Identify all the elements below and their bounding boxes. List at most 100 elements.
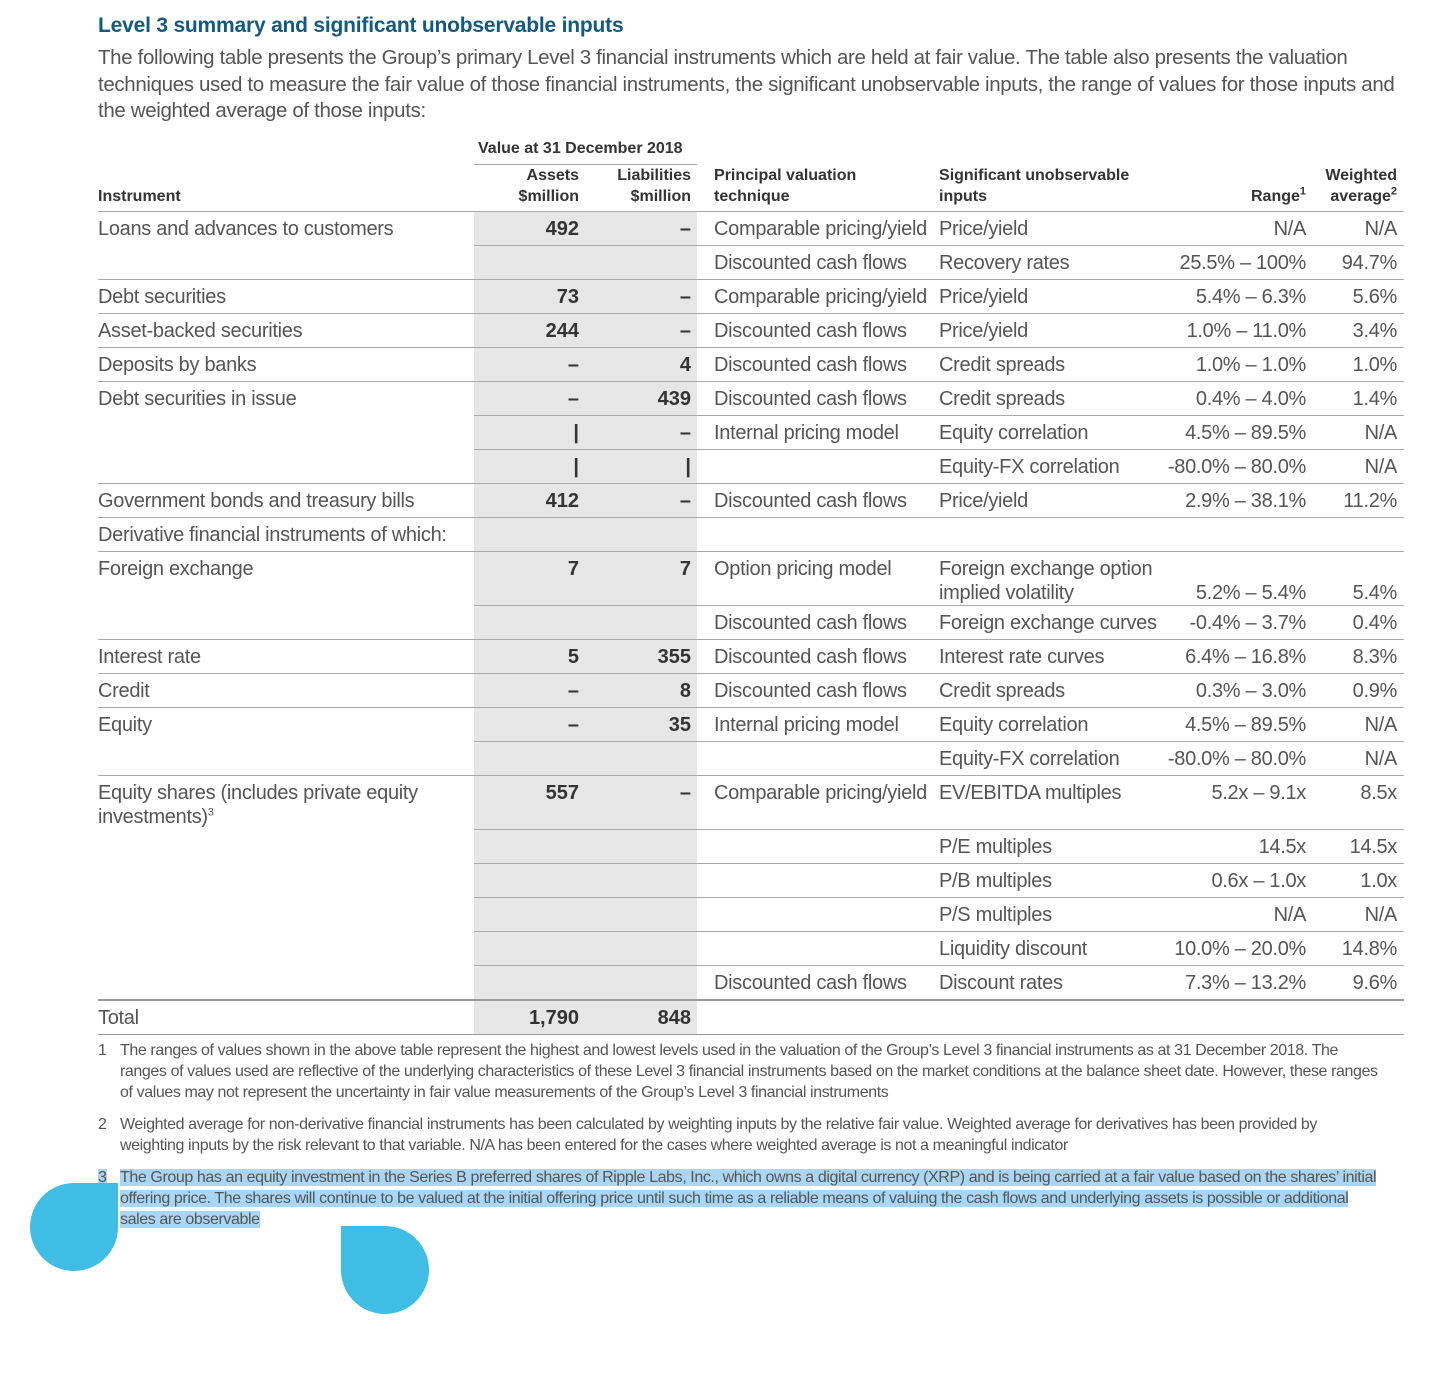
table-cell xyxy=(98,864,474,898)
cell-text: 0.4% – 4.0% xyxy=(1195,388,1307,410)
table-cell: 11.2% xyxy=(1312,483,1405,518)
cell-line: technique xyxy=(714,188,790,205)
table-cell xyxy=(585,517,698,552)
table-cell: 492 xyxy=(474,211,585,246)
table-row: Deposits by banks – 4 Discounted cash flows… xyxy=(98,347,1405,382)
table-cell: 6.4% – 16.8% xyxy=(1160,639,1313,674)
table-cell: Foreign exchange xyxy=(98,551,474,606)
group-header-text: Value at 31 December 2018 xyxy=(478,140,683,157)
table-cell: 5.2% – 5.4% xyxy=(1160,551,1313,606)
footnote-number: 3 xyxy=(98,1167,120,1230)
table-row: P/S multiples N/A N/A xyxy=(98,897,1405,932)
table-cell: 4.5% – 89.5% xyxy=(1160,415,1313,450)
intro-text: The following table presents the Group’s… xyxy=(98,46,1395,122)
table-cell xyxy=(474,863,585,898)
cell-text: 1.0% – 1.0% xyxy=(1195,354,1307,376)
total-cell xyxy=(697,999,933,1035)
cell-text: 4.5% – 89.5% xyxy=(1185,714,1307,736)
table-row: Derivative financial instruments of whic… xyxy=(98,517,1405,552)
cell-text: 1.0% xyxy=(1352,354,1398,376)
cell-text: 1,790 xyxy=(528,1007,579,1029)
table-cell: 3.4% xyxy=(1312,313,1405,348)
cell-text: 94.7% xyxy=(1341,252,1398,274)
table-cell: | xyxy=(474,449,585,484)
selection-handle[interactable] xyxy=(30,1183,118,1271)
cell-text: Comparable pricing/yield xyxy=(714,286,927,308)
total-cell xyxy=(1312,999,1405,1035)
table-cell: -80.0% – 80.0% xyxy=(1160,741,1313,776)
table-cell: 5 xyxy=(474,639,585,674)
table-cell: Price/yield xyxy=(932,279,1161,314)
cell-text: 5.4% – 6.3% xyxy=(1195,286,1307,308)
cell-text: Credit spreads xyxy=(939,680,1065,702)
cell-text: – xyxy=(679,782,692,804)
table-cell: Discounted cash flows xyxy=(697,347,933,382)
table-cell: Comparable pricing/yield xyxy=(697,775,933,830)
cell-text: – xyxy=(679,286,692,308)
table-cell: N/A xyxy=(1160,897,1313,932)
cell-text: – xyxy=(679,490,692,512)
table-cell: Equity shares (includes private equity in… xyxy=(98,775,474,830)
table-cell: – xyxy=(474,673,585,708)
cell-text: 4 xyxy=(679,354,692,376)
table-cell: -0.4% – 3.7% xyxy=(1160,605,1313,640)
column-header: Weighted average2 xyxy=(1312,164,1405,212)
table-cell: 0.4% – 4.0% xyxy=(1160,381,1313,416)
table-cell: Foreign exchange curves xyxy=(932,605,1161,640)
cell-text: 355 xyxy=(657,646,692,668)
cell-line: implied volatility xyxy=(939,582,1074,604)
table-cell: 1.4% xyxy=(1312,381,1405,416)
cell-text: Credit spreads xyxy=(939,354,1065,376)
table-cell xyxy=(585,863,698,898)
table-cell: 4 xyxy=(585,347,698,382)
table-cell xyxy=(697,449,933,484)
column-header: Principal valuation technique xyxy=(697,164,933,212)
cell-text: 14.5x xyxy=(1258,836,1307,858)
total-cell: Total xyxy=(98,999,474,1035)
table-row: Debt securities 73 – Comparable pricing/yie… xyxy=(98,279,1405,314)
table-cell: 35 xyxy=(585,707,698,742)
table-cell: 0.9% xyxy=(1312,673,1405,708)
cell-text: EV/EBITDA multiples xyxy=(939,782,1122,804)
table-cell: N/A xyxy=(1312,897,1405,932)
table-cell xyxy=(585,741,698,776)
table-cell: – xyxy=(585,775,698,830)
table-cell: Discount rates xyxy=(932,965,1161,1001)
table-cell xyxy=(697,863,933,898)
cell-text: Price/yield xyxy=(939,320,1028,342)
selection-handle[interactable] xyxy=(341,1226,429,1314)
cell-text: 14.5x xyxy=(1349,836,1398,858)
cell-text: Derivative financial instruments of whic… xyxy=(98,524,447,546)
footnote-number-text: 2 xyxy=(98,1116,107,1133)
table-cell xyxy=(585,897,698,932)
table-cell xyxy=(98,932,474,966)
footnote-number-text: 3 xyxy=(98,1169,107,1186)
table-cell xyxy=(98,830,474,864)
table-cell: 5.4% xyxy=(1312,551,1405,606)
table-cell: 10.0% – 20.0% xyxy=(1160,931,1313,966)
table-cell: – xyxy=(474,347,585,382)
table-cell: N/A xyxy=(1312,741,1405,776)
cell-text: Discounted cash flows xyxy=(714,252,907,274)
table-cell xyxy=(474,931,585,966)
column-header: Significant unobservable inputs xyxy=(932,164,1161,212)
table-cell: P/E multiples xyxy=(932,829,1161,864)
cell-text: Credit xyxy=(98,680,150,702)
cell-text: Discount rates xyxy=(939,972,1063,994)
cell-text: Liquidity discount xyxy=(939,938,1088,960)
table-cell: Recovery rates xyxy=(932,245,1161,280)
table-cell: 5.2x – 9.1x xyxy=(1160,775,1313,830)
table-cell: – xyxy=(474,381,585,416)
cell-text: N/A xyxy=(1364,422,1398,444)
table-cell: 0.3% – 3.0% xyxy=(1160,673,1313,708)
blank xyxy=(697,136,1404,165)
table-cell xyxy=(585,245,698,280)
cell-text: 7 xyxy=(567,558,579,580)
table-cell: 439 xyxy=(585,381,698,416)
cell-text: Government bonds and treasury bills xyxy=(98,490,415,512)
table-cell: 0.4% xyxy=(1312,605,1405,640)
table-cell: Government bonds and treasury bills xyxy=(98,483,474,518)
cell-text: 5.4% xyxy=(1352,582,1398,604)
table-cell: Credit spreads xyxy=(932,381,1161,416)
